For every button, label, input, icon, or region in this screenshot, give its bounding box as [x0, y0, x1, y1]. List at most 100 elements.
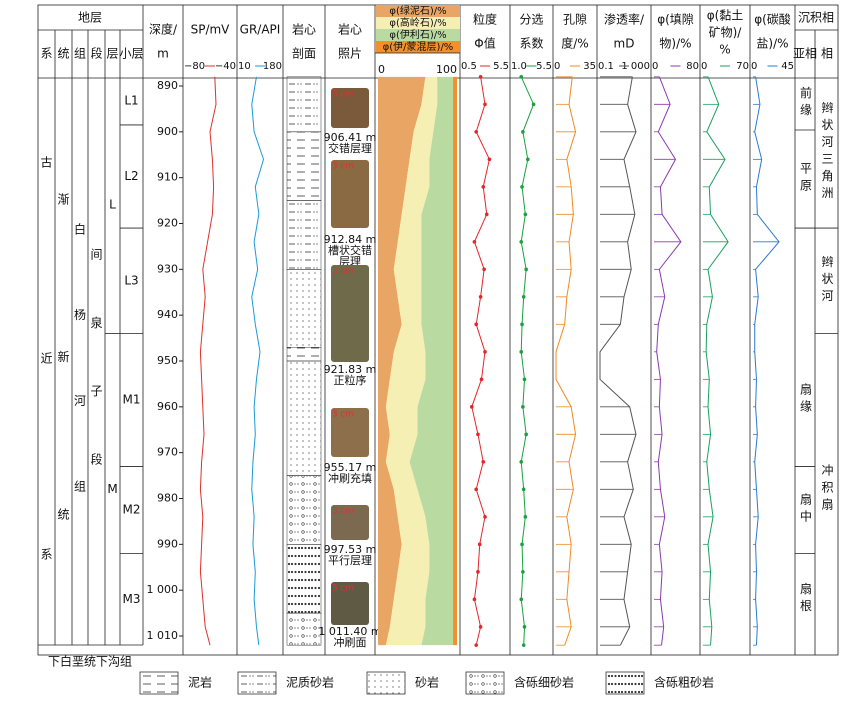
scale-label: 5.5 — [536, 61, 552, 72]
lithology-bed — [286, 360, 322, 476]
sublayer: L1 — [124, 93, 138, 107]
depth-label: 970 — [157, 446, 178, 459]
depth-label: 900 — [157, 125, 178, 138]
core-photo — [331, 408, 369, 457]
composition-name: φ(伊利石)/% — [389, 29, 446, 41]
scale-label: −80 — [184, 61, 205, 72]
photo-caption: 955.17 m — [324, 461, 377, 474]
curve-point — [521, 570, 525, 574]
scale-label: −40 — [215, 61, 236, 72]
curve-point — [522, 377, 527, 382]
strata-char: 泉 — [90, 316, 102, 330]
curve-point — [474, 322, 479, 327]
header-core: 岩心 — [292, 22, 316, 37]
photo-caption: 交错层理 — [328, 141, 372, 155]
lithology-bed — [286, 347, 322, 362]
scale-label: 0 — [701, 61, 707, 72]
curve-point — [472, 597, 477, 602]
scale-label: 0 — [554, 61, 560, 72]
core-photo — [331, 505, 369, 540]
curve-title: 渗透率/ — [604, 12, 645, 27]
curve-point — [524, 267, 528, 272]
strata-char: 新 — [57, 349, 69, 364]
curve-point — [521, 130, 525, 134]
scale-label: 1 000 — [621, 61, 650, 72]
legend-box — [465, 671, 505, 695]
curve-point — [483, 350, 487, 354]
curve-point — [474, 487, 479, 492]
scale-label: 35 — [583, 61, 596, 72]
level-label: 组 — [74, 47, 86, 61]
strata-char: 近 — [40, 352, 52, 366]
photo-scale: 3 cm — [332, 267, 354, 277]
scale-label: 1.0 — [511, 61, 527, 72]
scale-label: 0 — [652, 61, 658, 72]
curve — [599, 76, 637, 646]
header-depth: 深度/ — [149, 22, 178, 37]
curve-point — [523, 212, 528, 217]
level-label: 段 — [90, 46, 102, 61]
curve-point — [472, 240, 477, 244]
scale-label: 0.1 — [598, 61, 614, 72]
curve-title: 分选 — [519, 13, 543, 27]
scale-label: 10 — [238, 61, 251, 72]
photo-caption: 冲刷面 — [334, 635, 367, 649]
photo-caption: 906.41 m — [324, 131, 377, 144]
subfacies: 扇缘 — [799, 382, 813, 417]
curve — [251, 76, 265, 646]
strata-char: 渐 — [57, 193, 69, 207]
lithology-bed — [286, 200, 322, 270]
strata-char: 统 — [57, 508, 69, 522]
curve-point — [521, 487, 526, 492]
curve-point — [477, 542, 482, 547]
curve-point — [476, 570, 480, 574]
curve-point — [476, 432, 480, 437]
scale-label: 0 — [378, 63, 385, 76]
subfacies: 平原 — [799, 162, 813, 196]
curve-point — [484, 212, 489, 217]
curve-title: 系数 — [519, 36, 543, 51]
photo-caption: 平行层理 — [328, 554, 372, 567]
curve-title: Φ值 — [474, 36, 495, 51]
header-photo: 照片 — [338, 47, 362, 61]
subfacies: 前缘 — [799, 85, 813, 120]
scale-label: 45 — [781, 61, 794, 72]
curve-title: 矿物)/ — [709, 26, 743, 40]
photo-scale: 3 cm — [332, 90, 354, 100]
curve-point — [520, 322, 524, 327]
scale-label: 180 — [263, 61, 282, 72]
header-facies: 沉积相 — [798, 11, 834, 25]
photo-scale: 3 cm — [332, 584, 354, 594]
curve-point — [519, 240, 524, 244]
facies: 辫状河三角洲 — [820, 101, 834, 203]
header-facies-col: 相 — [821, 47, 833, 61]
curve-title: SP/mV — [191, 23, 231, 37]
composition-area — [378, 76, 426, 646]
curve-title: 盐)/% — [756, 37, 788, 51]
legend-swatch — [376, 17, 460, 29]
curve-point — [519, 460, 524, 464]
curve — [555, 76, 577, 646]
strata-char: 杨 — [74, 307, 86, 322]
curve-point — [481, 460, 486, 464]
core-photo — [331, 88, 369, 128]
lithology-bed — [286, 612, 322, 646]
curve-title: 度/% — [561, 36, 588, 51]
strata-char: 古 — [40, 155, 52, 170]
photo-caption: 槽状交错 — [328, 243, 372, 257]
curve-point — [521, 295, 526, 299]
photo-caption: 1 011.40 m — [318, 625, 381, 638]
curve-point — [487, 157, 492, 162]
lithology-bed — [286, 475, 322, 545]
legend-label: 砂岩 — [415, 675, 439, 690]
legend-box — [237, 671, 277, 695]
strata-char: 组 — [74, 480, 86, 494]
curve-point — [523, 515, 528, 519]
composition-name: φ(伊/蒙混层)/% — [383, 40, 454, 53]
curve-point — [519, 350, 524, 354]
curve-title: 物)/% — [659, 37, 691, 51]
depth-label: 910 — [157, 171, 178, 184]
curve-point — [478, 75, 483, 79]
curve-title: φ(黏土 — [707, 9, 744, 23]
level-label: 统 — [57, 47, 69, 61]
